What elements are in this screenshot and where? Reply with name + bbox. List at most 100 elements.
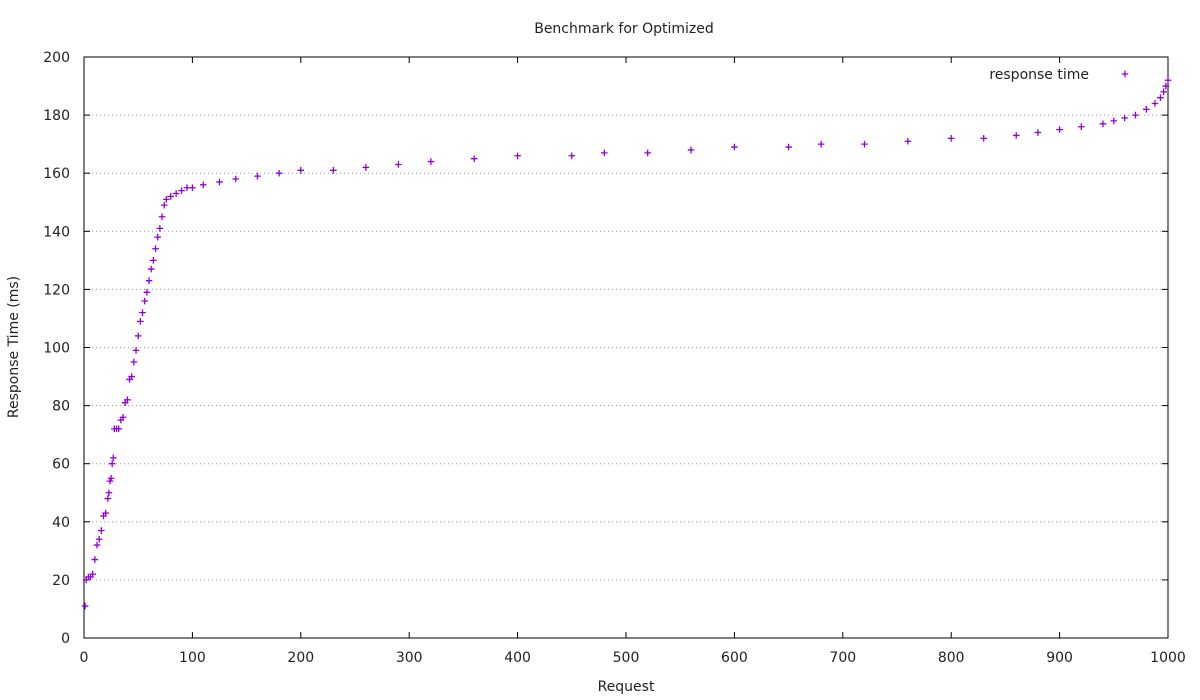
plot-frame <box>83 56 1169 639</box>
data-point <box>947 135 955 142</box>
data-point <box>861 140 868 148</box>
data-point <box>1034 129 1042 136</box>
data-point <box>687 146 695 154</box>
data-point <box>1143 105 1150 113</box>
data-point <box>139 309 146 316</box>
x-tick-label-0: 0 <box>80 650 89 666</box>
y-tick-label-100: 100 <box>43 341 70 357</box>
data-point <box>145 277 153 284</box>
x-tick-label-900: 900 <box>1046 650 1073 666</box>
grid-lines <box>84 114 1168 581</box>
x-tick-label-400: 400 <box>504 650 531 666</box>
y-tick-label-200: 200 <box>43 50 70 66</box>
data-point <box>189 184 196 192</box>
data-point <box>108 460 116 467</box>
series-response-time <box>81 76 1172 610</box>
data-point <box>232 175 240 183</box>
data-point <box>980 135 988 142</box>
data-point <box>147 265 155 273</box>
data-point <box>1157 94 1164 101</box>
data-point <box>1099 120 1107 128</box>
data-point <box>904 137 912 145</box>
data-point <box>785 143 792 151</box>
data-point <box>143 289 151 296</box>
data-point <box>105 489 113 497</box>
x-axis-title: Request <box>598 679 655 695</box>
data-point <box>275 169 283 177</box>
data-point <box>163 196 170 203</box>
data-point <box>158 213 166 221</box>
data-point <box>470 155 478 162</box>
y-tick-label-120: 120 <box>43 282 70 298</box>
data-point <box>1110 117 1118 125</box>
data-point <box>362 164 370 171</box>
data-point <box>216 178 223 186</box>
data-point <box>330 166 337 174</box>
data-point <box>1012 132 1020 139</box>
data-point <box>297 166 305 174</box>
data-point <box>98 527 105 534</box>
y-tick-label-40: 40 <box>52 515 70 531</box>
data-point <box>199 181 207 189</box>
data-point <box>89 570 96 578</box>
x-tick-label-100: 100 <box>179 650 206 666</box>
data-point <box>119 413 127 421</box>
data-point <box>644 149 651 157</box>
data-point <box>107 474 115 482</box>
data-point <box>115 425 122 433</box>
data-point <box>1162 82 1170 90</box>
x-tick-label-1000: 1000 <box>1150 650 1186 666</box>
data-point <box>154 233 162 241</box>
data-point <box>134 332 142 340</box>
x-axis-tick-labels: 0 100 200 300 400 500 600 700 800 900 1000 <box>80 650 1186 666</box>
data-point <box>601 149 608 157</box>
x-tick-label-300: 300 <box>396 650 423 666</box>
legend: response time <box>989 67 1129 83</box>
axis-ticks <box>83 56 1169 639</box>
chart-title: Benchmark for Optimized <box>534 21 714 37</box>
data-point <box>160 201 168 209</box>
y-tick-label-160: 160 <box>43 166 70 182</box>
data-point <box>102 509 109 517</box>
y-tick-label-0: 0 <box>61 631 70 647</box>
data-point <box>167 193 175 200</box>
data-point <box>128 373 135 380</box>
data-point <box>93 541 101 549</box>
data-point <box>731 143 738 151</box>
data-point <box>124 396 131 404</box>
y-axis-tick-labels: 0 20 40 60 80 100 120 140 160 180 200 <box>43 50 70 647</box>
data-point <box>1077 123 1085 131</box>
data-point <box>137 318 144 325</box>
data-point <box>817 140 825 148</box>
y-tick-label-180: 180 <box>43 108 70 124</box>
data-point <box>106 477 114 485</box>
data-point <box>81 602 89 610</box>
data-point <box>130 358 138 366</box>
data-point <box>91 556 99 563</box>
data-point <box>254 172 261 180</box>
data-point <box>1160 88 1167 96</box>
x-tick-label-700: 700 <box>829 650 856 666</box>
data-point <box>427 158 435 165</box>
legend-marker <box>1121 70 1129 78</box>
data-point <box>1121 114 1128 122</box>
data-point <box>568 152 576 160</box>
y-tick-label-140: 140 <box>43 224 70 240</box>
y-tick-label-20: 20 <box>52 573 70 589</box>
data-point <box>95 535 103 543</box>
data-point <box>150 257 157 264</box>
data-point <box>172 190 180 197</box>
data-point <box>1132 111 1139 119</box>
y-tick-label-60: 60 <box>52 457 70 473</box>
y-tick-label-80: 80 <box>52 399 70 415</box>
legend-marker-plus <box>1121 70 1129 78</box>
data-point <box>395 161 402 168</box>
data-point <box>141 297 149 305</box>
legend-label-response-time: response time <box>989 67 1089 83</box>
data-point <box>1056 126 1063 133</box>
y-axis-title: Response Time (ms) <box>6 276 22 418</box>
data-point <box>178 187 185 194</box>
data-point <box>156 225 164 232</box>
x-tick-label-800: 800 <box>938 650 965 666</box>
